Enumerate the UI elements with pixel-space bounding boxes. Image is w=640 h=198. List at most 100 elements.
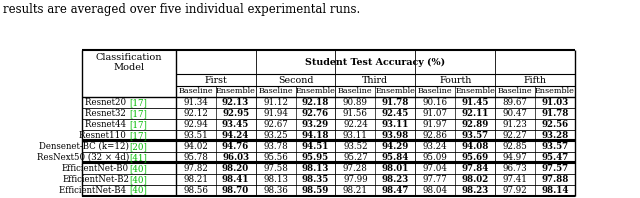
Text: 93.51: 93.51 xyxy=(183,131,208,140)
Text: 96.73: 96.73 xyxy=(503,164,527,173)
Text: 93.57: 93.57 xyxy=(461,131,489,140)
Text: Resnet20: Resnet20 xyxy=(85,98,129,107)
Text: 97.04: 97.04 xyxy=(423,164,448,173)
Text: 91.07: 91.07 xyxy=(423,109,448,118)
Text: 93.24: 93.24 xyxy=(423,142,447,151)
Text: [40]: [40] xyxy=(129,175,147,184)
Text: Student Test Accuracy (%): Student Test Accuracy (%) xyxy=(305,58,445,67)
Text: 97.92: 97.92 xyxy=(503,186,527,195)
Text: 98.20: 98.20 xyxy=(222,164,249,173)
Text: Baseline: Baseline xyxy=(418,88,452,95)
Text: 93.78: 93.78 xyxy=(263,142,288,151)
Text: Baseline: Baseline xyxy=(498,88,532,95)
Text: ResNext50 (32 × 4d): ResNext50 (32 × 4d) xyxy=(36,153,129,162)
Text: Resnet110: Resnet110 xyxy=(79,131,129,140)
Text: 92.18: 92.18 xyxy=(302,98,329,107)
Text: 98.21: 98.21 xyxy=(343,186,368,195)
Text: EfficientNet-B2: EfficientNet-B2 xyxy=(62,175,129,184)
Text: 93.98: 93.98 xyxy=(381,131,409,140)
Text: [17]: [17] xyxy=(129,109,147,118)
Text: 90.47: 90.47 xyxy=(502,109,527,118)
Text: 91.56: 91.56 xyxy=(343,109,368,118)
Text: 91.34: 91.34 xyxy=(183,98,208,107)
Text: 95.47: 95.47 xyxy=(541,153,569,162)
Text: 91.12: 91.12 xyxy=(263,98,288,107)
Text: 92.11: 92.11 xyxy=(461,109,489,118)
Text: 97.28: 97.28 xyxy=(343,164,368,173)
Text: 92.56: 92.56 xyxy=(541,120,568,129)
Text: Ensemble: Ensemble xyxy=(535,88,575,95)
Text: 92.86: 92.86 xyxy=(423,131,448,140)
Text: 96.03: 96.03 xyxy=(222,153,249,162)
Text: 95.09: 95.09 xyxy=(423,153,448,162)
Text: 98.59: 98.59 xyxy=(302,186,329,195)
Text: 93.11: 93.11 xyxy=(381,120,409,129)
Text: 97.57: 97.57 xyxy=(541,164,568,173)
Text: 94.24: 94.24 xyxy=(222,131,250,140)
Text: EfficientNet-B4: EfficientNet-B4 xyxy=(60,186,129,195)
Text: 98.35: 98.35 xyxy=(302,175,329,184)
Text: 98.13: 98.13 xyxy=(302,164,329,173)
Text: 98.04: 98.04 xyxy=(423,186,448,195)
Text: 98.13: 98.13 xyxy=(263,175,288,184)
Text: 92.76: 92.76 xyxy=(302,109,329,118)
Text: 91.45: 91.45 xyxy=(461,98,489,107)
Text: 93.29: 93.29 xyxy=(302,120,329,129)
Text: 95.27: 95.27 xyxy=(343,153,368,162)
Text: 90.16: 90.16 xyxy=(423,98,448,107)
Text: 92.95: 92.95 xyxy=(222,109,249,118)
Text: 97.88: 97.88 xyxy=(541,175,569,184)
Text: 94.18: 94.18 xyxy=(301,131,329,140)
Text: 94.08: 94.08 xyxy=(461,142,489,151)
Text: Second: Second xyxy=(278,75,313,85)
Text: 98.56: 98.56 xyxy=(183,186,208,195)
Text: 95.69: 95.69 xyxy=(461,153,489,162)
Text: 95.84: 95.84 xyxy=(381,153,409,162)
Text: 93.28: 93.28 xyxy=(541,131,569,140)
Text: Baseline: Baseline xyxy=(179,88,213,95)
Text: 94.02: 94.02 xyxy=(183,142,208,151)
Text: 92.94: 92.94 xyxy=(183,120,208,129)
Text: 98.01: 98.01 xyxy=(381,164,409,173)
Text: 89.67: 89.67 xyxy=(502,98,527,107)
Text: 92.27: 92.27 xyxy=(503,131,527,140)
Text: 92.12: 92.12 xyxy=(183,109,208,118)
Text: [41]: [41] xyxy=(129,153,147,162)
Text: 91.03: 91.03 xyxy=(541,98,569,107)
Text: EfficientNet-B0: EfficientNet-B0 xyxy=(62,164,129,173)
Text: 91.78: 91.78 xyxy=(381,98,409,107)
Text: 97.58: 97.58 xyxy=(263,164,288,173)
Text: Third: Third xyxy=(362,75,388,85)
Text: 97.84: 97.84 xyxy=(461,164,489,173)
Text: results are averaged over five individual experimental runs.: results are averaged over five individua… xyxy=(3,3,360,16)
Text: 94.76: 94.76 xyxy=(222,142,249,151)
Text: [40]: [40] xyxy=(129,164,147,173)
Text: Resnet44: Resnet44 xyxy=(85,120,129,129)
Text: 92.24: 92.24 xyxy=(343,120,368,129)
Text: 97.77: 97.77 xyxy=(423,175,447,184)
Text: 98.23: 98.23 xyxy=(381,175,409,184)
Text: 95.78: 95.78 xyxy=(183,153,208,162)
Text: 98.70: 98.70 xyxy=(222,186,249,195)
Text: 93.25: 93.25 xyxy=(263,131,288,140)
Text: 93.45: 93.45 xyxy=(222,120,249,129)
Text: First: First xyxy=(204,75,227,85)
Text: 91.78: 91.78 xyxy=(541,109,569,118)
Text: 98.02: 98.02 xyxy=(461,175,489,184)
Text: 90.89: 90.89 xyxy=(343,98,368,107)
Text: [17]: [17] xyxy=(129,131,147,140)
Text: 94.51: 94.51 xyxy=(302,142,329,151)
Text: 92.45: 92.45 xyxy=(381,109,409,118)
Text: Baseline: Baseline xyxy=(338,88,372,95)
Text: Ensemble: Ensemble xyxy=(455,88,495,95)
Text: 91.97: 91.97 xyxy=(423,120,448,129)
Text: Densenet-BC (k=12): Densenet-BC (k=12) xyxy=(39,142,129,151)
Text: Baseline: Baseline xyxy=(258,88,293,95)
Text: 98.41: 98.41 xyxy=(222,175,250,184)
Text: [40]: [40] xyxy=(129,186,147,195)
Text: 93.57: 93.57 xyxy=(541,142,568,151)
Text: [17]: [17] xyxy=(129,98,147,107)
Text: 93.52: 93.52 xyxy=(343,142,368,151)
Text: Fifth: Fifth xyxy=(524,75,547,85)
Text: 92.13: 92.13 xyxy=(222,98,249,107)
